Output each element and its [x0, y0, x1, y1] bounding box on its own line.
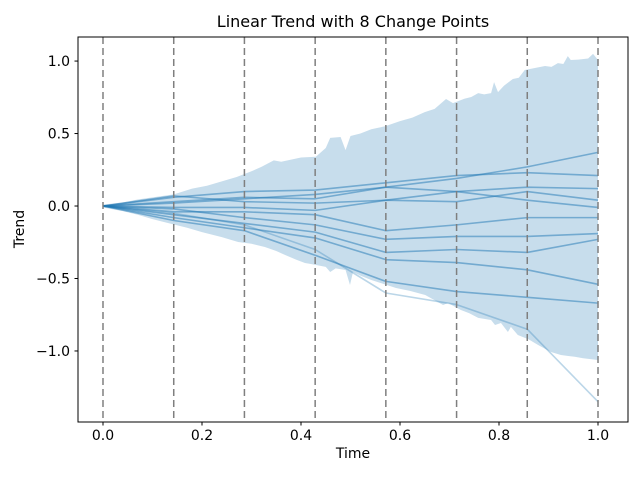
- x-tick-label: 0.8: [488, 428, 510, 444]
- plot-background: [78, 37, 628, 422]
- y-tick-label: −1.0: [36, 344, 70, 360]
- trend-sample-11-line: [102, 205, 599, 403]
- y-axis-label: Trend: [12, 209, 28, 249]
- trend-sample-7-line: [102, 205, 599, 241]
- y-tick-label: 0.5: [48, 127, 70, 143]
- chart-title: Linear Trend with 8 Change Points: [216, 12, 490, 31]
- trend-sample-3-line: [102, 186, 599, 207]
- x-tick-label: 1.0: [587, 428, 609, 444]
- x-axis-label: Time: [335, 446, 371, 462]
- trend-sample-8-line: [102, 205, 599, 254]
- x-tick-label: 0.2: [191, 428, 213, 444]
- trend-sample-5-line: [102, 190, 599, 212]
- y-tick-label: 1.0: [48, 54, 70, 70]
- y-tick-label: −0.5: [36, 271, 70, 287]
- trend-sample-6-line: [102, 205, 599, 232]
- x-tick-label: 0.6: [389, 428, 411, 444]
- confidence-band: [102, 53, 599, 360]
- trend-sample-4-line: [102, 190, 599, 207]
- trend-sample-9-line: [102, 205, 599, 286]
- trend-sample-1-line: [102, 151, 599, 207]
- x-tick-label: 0.0: [92, 428, 114, 444]
- y-tick-label: 0.0: [48, 199, 70, 215]
- trend-sample-10-line: [102, 205, 599, 304]
- x-tick-label: 0.4: [290, 428, 312, 444]
- axes-spines: [77, 36, 629, 423]
